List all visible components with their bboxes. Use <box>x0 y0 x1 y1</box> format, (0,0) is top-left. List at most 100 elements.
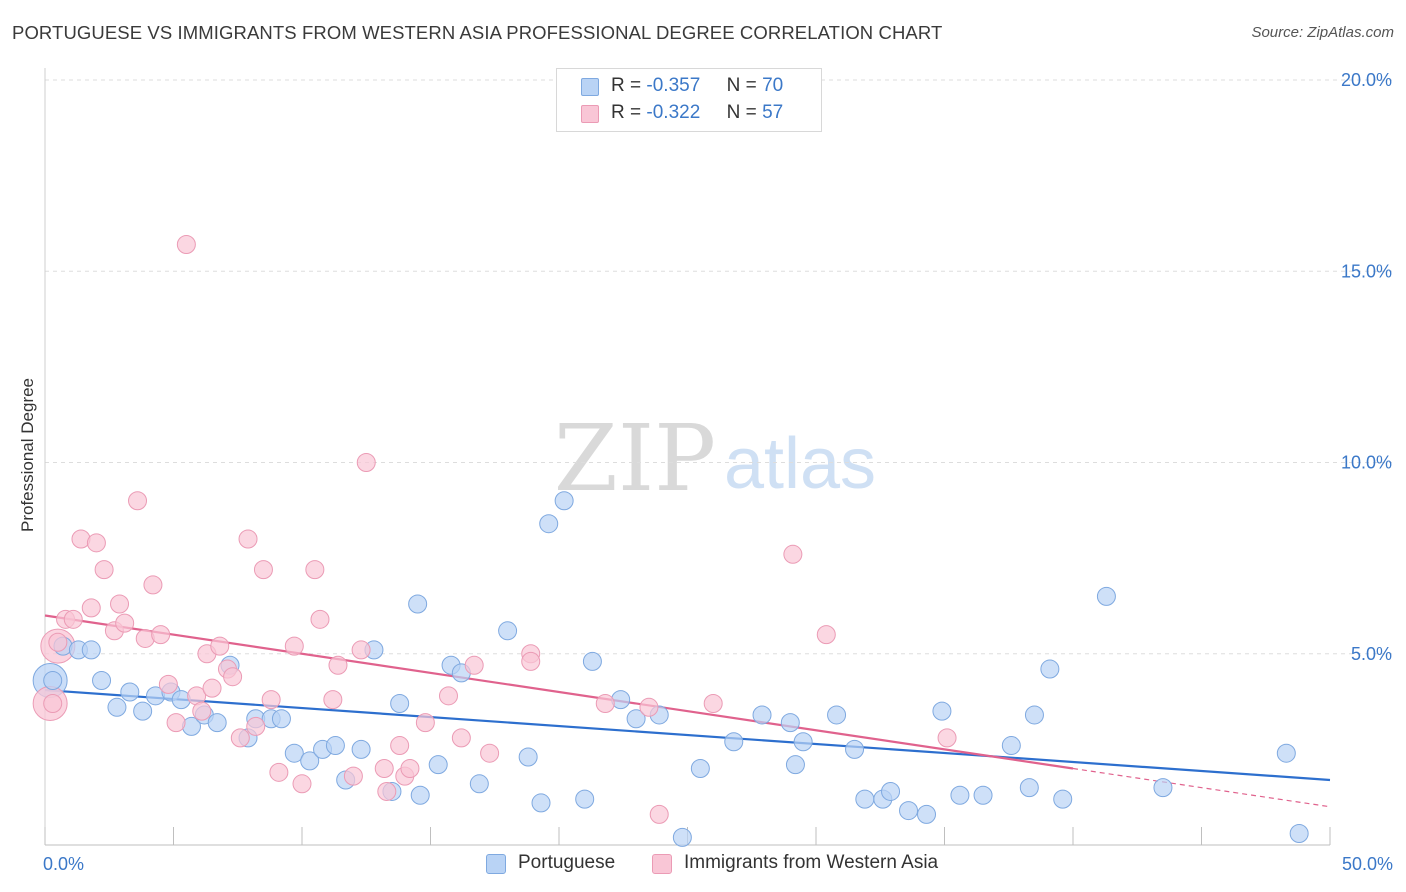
data-point-western-asia <box>86 533 106 553</box>
legend-swatch-western-asia <box>581 105 599 123</box>
data-point-western-asia <box>356 453 376 472</box>
data-point-western-asia <box>377 781 397 801</box>
data-point-portuguese <box>531 793 551 813</box>
r-label: R = <box>611 75 642 96</box>
watermark-atlas: atlas <box>724 424 876 504</box>
data-point-portuguese <box>932 701 952 721</box>
data-point-western-asia <box>202 678 222 698</box>
data-point-portuguese <box>284 743 304 763</box>
y-tick-label: 20.0% <box>1341 70 1392 90</box>
tick-labels: 5.0% 10.0% 15.0% 20.0% 0.0% 50.0% <box>43 70 1393 874</box>
stats-legend: R = -0.357 N = 70 R = -0.322 N = 57 <box>556 68 822 132</box>
data-point-western-asia <box>521 651 541 671</box>
trend-line <box>44 688 1331 782</box>
data-point-portuguese <box>207 713 227 733</box>
data-point-portuguese <box>917 804 937 824</box>
data-point-portuguese <box>690 759 710 778</box>
data-point-portuguese <box>845 739 865 759</box>
x-tick-label: 50.0% <box>1342 854 1393 874</box>
data-point-portuguese <box>1001 736 1021 756</box>
data-point-portuguese <box>724 732 744 752</box>
data-point-western-asia <box>128 491 148 511</box>
scatter-points <box>32 234 1309 847</box>
data-point-portuguese <box>539 514 559 534</box>
data-point-western-asia <box>374 759 394 778</box>
data-point-portuguese <box>780 713 800 733</box>
data-point-western-asia <box>783 544 803 564</box>
data-point-western-asia <box>143 575 163 595</box>
data-point-portuguese <box>81 640 101 660</box>
data-point-western-asia <box>595 693 615 713</box>
data-point-portuguese <box>1096 586 1116 606</box>
data-point-western-asia <box>223 667 243 687</box>
data-point-western-asia <box>328 655 348 675</box>
gridlines <box>45 79 1392 655</box>
n-label: N = <box>726 102 757 123</box>
chart-title: PORTUGUESE VS IMMIGRANTS FROM WESTERN AS… <box>12 22 943 43</box>
data-point-portuguese <box>351 739 371 759</box>
data-point-western-asia <box>343 766 363 786</box>
data-point-portuguese <box>827 705 847 725</box>
data-point-portuguese <box>408 594 428 614</box>
data-point-portuguese <box>672 827 692 847</box>
data-point-portuguese <box>1019 778 1039 798</box>
data-point-portuguese <box>785 755 805 775</box>
data-point-western-asia <box>310 609 330 629</box>
data-point-western-asia <box>238 529 258 549</box>
data-point-portuguese <box>498 621 518 641</box>
data-point-portuguese <box>899 801 919 821</box>
data-point-western-asia <box>937 728 957 748</box>
data-point-western-asia <box>81 598 101 618</box>
legend-swatch-portuguese <box>581 78 599 96</box>
y-tick-label: 5.0% <box>1351 644 1392 664</box>
trend-lines <box>44 614 1331 808</box>
data-point-portuguese <box>752 705 772 725</box>
data-point-portuguese <box>271 709 291 729</box>
trend-line-extension <box>1072 767 1331 808</box>
data-point-western-asia <box>158 674 178 694</box>
data-point-portuguese <box>300 751 320 771</box>
data-point-portuguese <box>518 747 538 767</box>
y-axis-label: Professional Degree <box>18 377 37 533</box>
data-point-portuguese <box>92 671 112 691</box>
legend-swatch-portuguese <box>486 854 506 874</box>
stats-text: R = -0.322 N = 57 <box>611 102 783 124</box>
data-point-western-asia <box>351 640 371 660</box>
data-point-portuguese <box>855 789 875 809</box>
data-point-portuguese <box>107 697 127 717</box>
data-point-western-asia <box>816 625 836 645</box>
data-point-western-asia <box>269 762 289 782</box>
data-point-portuguese <box>325 736 345 756</box>
data-point-portuguese <box>1276 743 1296 763</box>
watermark-zip: ZIP <box>554 405 716 512</box>
data-point-western-asia <box>230 728 250 748</box>
data-point-portuguese <box>390 693 410 713</box>
data-point-western-asia <box>649 804 669 824</box>
x-tick-label: 0.0% <box>43 854 84 874</box>
data-point-portuguese <box>43 671 63 691</box>
data-point-western-asia <box>253 560 273 580</box>
data-point-western-asia <box>48 632 68 652</box>
data-point-portuguese <box>626 709 646 729</box>
data-point-western-asia <box>323 690 343 710</box>
data-point-western-asia <box>115 613 135 633</box>
data-point-western-asia <box>480 743 500 763</box>
data-point-western-asia <box>464 655 484 675</box>
data-point-portuguese <box>1024 705 1044 725</box>
data-point-western-asia <box>151 625 171 645</box>
data-point-western-asia <box>390 736 410 756</box>
data-point-portuguese <box>1289 824 1309 844</box>
legend-label: Immigrants from Western Asia <box>684 852 939 873</box>
data-point-western-asia <box>94 560 114 580</box>
n-label: N = <box>726 75 757 96</box>
data-point-western-asia <box>261 690 281 710</box>
data-point-portuguese <box>881 781 901 801</box>
watermark: ZIP atlas <box>554 405 876 512</box>
data-point-portuguese <box>793 732 813 752</box>
data-point-western-asia <box>451 728 471 748</box>
r-value: -0.357 <box>646 75 701 96</box>
data-point-portuguese <box>554 491 574 511</box>
data-point-western-asia <box>703 693 723 713</box>
legend-swatch-western-asia <box>652 854 672 874</box>
data-point-western-asia <box>166 713 186 733</box>
